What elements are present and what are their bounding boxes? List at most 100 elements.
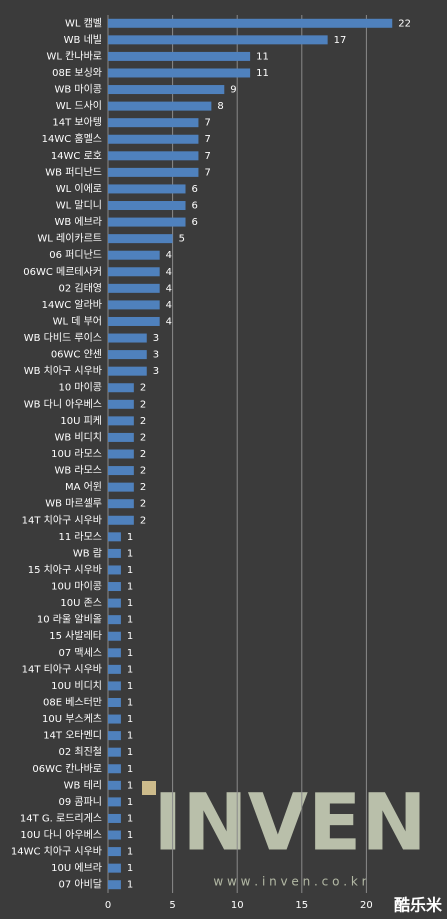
value-label: 5 [179, 234, 185, 245]
value-label: 2 [140, 482, 146, 493]
bar [108, 813, 121, 823]
bar [108, 532, 121, 542]
bar [108, 217, 186, 227]
y-tick-label: 15 치아구 시우바 [28, 564, 102, 576]
y-tick-label: WB 퍼디난드 [45, 166, 102, 178]
bar [108, 863, 121, 873]
bar [108, 234, 173, 244]
corner-logo: 酷乐米 [394, 896, 443, 915]
bar [108, 681, 121, 691]
y-tick-label: 10U 피케 [60, 415, 102, 427]
bar [108, 466, 134, 476]
y-tick-label: WB 마이콩 [54, 84, 102, 96]
y-tick-label: WB 라모스 [54, 465, 102, 477]
bar [108, 201, 186, 211]
value-label: 1 [127, 598, 133, 609]
y-tick-label: 10 마이콩 [58, 382, 102, 394]
y-tick-label: 14T 오타멘디 [43, 730, 102, 742]
value-label: 1 [127, 697, 133, 708]
value-label: 1 [127, 565, 133, 576]
bar [108, 134, 199, 144]
value-label: 4 [166, 267, 172, 278]
y-tick-label: 02 김태영 [58, 282, 102, 294]
y-tick-label: WB 에브라 [54, 216, 102, 228]
value-label: 22 [398, 18, 411, 29]
y-tick-label: WB 마르셀루 [45, 498, 102, 510]
value-label: 1 [127, 764, 133, 775]
value-label: 4 [166, 250, 172, 261]
value-label: 2 [140, 432, 146, 443]
y-tick-label: 14WC 훔멜스 [42, 132, 102, 145]
bar [108, 847, 121, 857]
y-tick-label: 10U 부스케츠 [42, 713, 102, 725]
bar [108, 18, 393, 28]
bar [108, 747, 121, 757]
x-tick-label: 15 [295, 900, 308, 911]
bar [108, 697, 121, 707]
value-label: 1 [127, 532, 133, 543]
y-tick-label: 10U 비디치 [51, 680, 102, 692]
y-tick-label: WB 다니 아우베스 [24, 398, 102, 410]
x-tick-label: 5 [169, 900, 175, 911]
y-tick-label: 06 퍼디난드 [49, 249, 102, 261]
bar [108, 51, 251, 61]
bar [108, 780, 121, 790]
y-tick-label: 14T 보아텡 [52, 117, 102, 129]
bar [108, 118, 199, 128]
bar [108, 598, 121, 608]
value-label: 11 [256, 68, 269, 79]
y-tick-label: WL 캠벨 [65, 17, 102, 29]
value-label: 3 [153, 350, 159, 361]
y-tick-label: WL 레이카르트 [37, 233, 102, 245]
value-label: 1 [127, 847, 133, 858]
bar [108, 300, 160, 310]
bar [108, 68, 251, 78]
y-tick-label: 10U 에브라 [51, 862, 102, 874]
value-label: 1 [127, 731, 133, 742]
x-tick-label: 10 [231, 900, 244, 911]
bar [108, 648, 121, 658]
bar [108, 85, 225, 95]
bar [108, 184, 186, 194]
y-tick-label: WL 칸나바로 [47, 50, 102, 62]
value-label: 1 [127, 747, 133, 758]
value-label: 1 [127, 714, 133, 725]
y-tick-label: 07 맥세스 [58, 647, 102, 659]
value-label: 1 [127, 797, 133, 808]
value-label: 2 [140, 416, 146, 427]
bar [108, 731, 121, 741]
value-label: 4 [166, 300, 172, 311]
bar [108, 664, 121, 674]
value-label: 1 [127, 780, 133, 791]
value-label: 2 [140, 515, 146, 526]
bar [108, 267, 160, 277]
value-label: 1 [127, 681, 133, 692]
bar [108, 565, 121, 575]
y-tick-label: WB 네빌 [64, 34, 102, 46]
y-tick-label: 11 라모스 [58, 531, 102, 543]
value-label: 1 [127, 582, 133, 593]
bar [108, 101, 212, 111]
bar [108, 167, 199, 177]
y-tick-label: WB 다비드 루이스 [24, 332, 102, 344]
value-label: 3 [153, 333, 159, 344]
bar [108, 548, 121, 558]
value-label: 1 [127, 830, 133, 841]
y-tick-label: 14T G. 로드리게스 [20, 812, 102, 824]
value-label: 2 [140, 383, 146, 394]
bar [108, 399, 134, 409]
bar [108, 316, 160, 326]
bar [108, 250, 160, 260]
bar [108, 416, 134, 426]
y-tick-label: 06WC 메르테사커 [23, 266, 102, 278]
value-label: 2 [140, 499, 146, 510]
value-label: 1 [127, 631, 133, 642]
value-label: 2 [140, 466, 146, 477]
value-label: 3 [153, 366, 159, 377]
bar [108, 615, 121, 625]
bar [108, 515, 134, 525]
value-label: 2 [140, 399, 146, 410]
y-tick-label: 06WC 얀센 [51, 348, 102, 361]
value-label: 11 [256, 51, 269, 62]
